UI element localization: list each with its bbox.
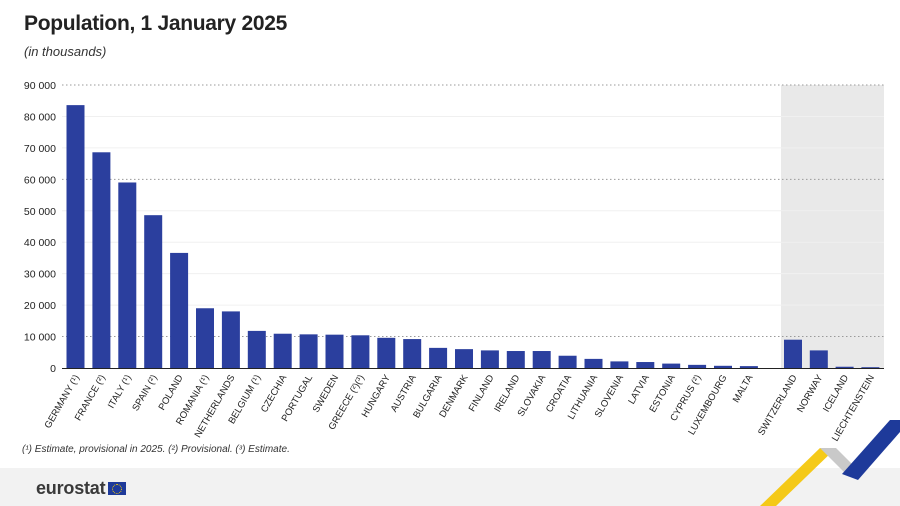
footer-band xyxy=(0,468,900,506)
bar-19 xyxy=(532,351,551,368)
bar-30 xyxy=(835,366,854,368)
bar-18 xyxy=(506,351,525,368)
bar-31 xyxy=(861,367,880,368)
bar-13 xyxy=(377,337,396,368)
bar-7 xyxy=(221,311,240,368)
bar-11 xyxy=(325,334,344,368)
chart-subtitle: (in thousands) xyxy=(24,44,107,59)
bar-3 xyxy=(118,182,137,368)
y-tick-label: 30 000 xyxy=(24,269,56,281)
bar-2 xyxy=(92,152,111,368)
y-tick-label: 20 000 xyxy=(24,300,56,312)
bar-12 xyxy=(351,335,370,368)
bar-16 xyxy=(455,349,473,368)
y-tick-label: 70 000 xyxy=(24,143,56,155)
bar-29 xyxy=(809,350,828,368)
y-tick-label: 90 000 xyxy=(24,80,56,92)
bar-21 xyxy=(584,358,603,368)
bar-6 xyxy=(196,308,214,368)
y-tick-label: 80 000 xyxy=(24,111,56,123)
y-tick-label: 60 000 xyxy=(24,174,56,186)
bar-20 xyxy=(558,355,577,368)
bar-23 xyxy=(636,362,655,368)
bar-1 xyxy=(66,105,85,368)
bar-27 xyxy=(739,366,758,368)
bar-26 xyxy=(714,365,732,368)
footnote: (¹) Estimate, provisional in 2025. (²) P… xyxy=(22,444,290,455)
chart-title: Population, 1 January 2025 xyxy=(24,12,287,35)
bar-28 xyxy=(784,339,802,368)
y-tick-label: 0 xyxy=(50,363,56,375)
bar-15 xyxy=(429,347,448,368)
blue-stripe-icon xyxy=(842,420,900,480)
bar-17 xyxy=(480,350,499,368)
bar-10 xyxy=(299,334,318,368)
yellow-stripe-icon xyxy=(760,448,836,506)
y-tick-label: 50 000 xyxy=(24,206,56,218)
highlight-band xyxy=(781,85,884,368)
bar-14 xyxy=(403,339,422,368)
bar-25 xyxy=(688,364,707,368)
eurostat-logo[interactable]: eurostat xyxy=(36,478,127,499)
eu-flag-icon xyxy=(108,482,127,495)
bar-9 xyxy=(273,333,292,368)
bar-22 xyxy=(610,361,629,368)
y-tick-label: 10 000 xyxy=(24,332,56,344)
bar-8 xyxy=(247,330,266,368)
y-tick-label: 40 000 xyxy=(24,237,56,249)
logo-text: eurostat xyxy=(36,478,106,498)
bar-5 xyxy=(170,252,189,368)
bar-24 xyxy=(662,363,681,368)
bar-4 xyxy=(144,215,163,368)
